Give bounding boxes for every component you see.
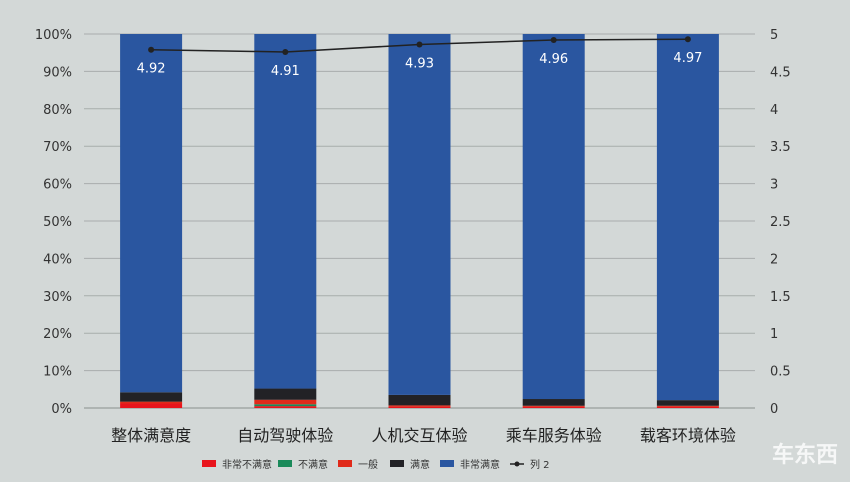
bar-segment — [254, 34, 317, 389]
data-label: 4.96 — [539, 52, 568, 67]
line-point — [148, 46, 155, 53]
bar-segment — [388, 34, 451, 395]
category-label: 自动驾驶体验 — [237, 426, 333, 445]
right-tick-label: 4.5 — [770, 65, 791, 80]
bar-segment — [120, 34, 183, 393]
score-line — [148, 36, 691, 55]
category-label: 人机交互体验 — [371, 426, 467, 445]
bar-segment — [120, 392, 183, 402]
legend-swatch — [278, 460, 292, 467]
bar-segment — [254, 404, 317, 407]
data-label: 4.93 — [405, 56, 434, 71]
right-tick-label: 3.5 — [770, 140, 791, 155]
right-tick-label: 2 — [770, 252, 778, 267]
legend-swatch — [440, 460, 454, 467]
left-tick-label: 40% — [43, 252, 72, 267]
legend-label: 满意 — [410, 458, 430, 471]
category-label: 载客环境体验 — [640, 426, 736, 445]
bar-stacks — [120, 34, 719, 408]
bar-segment — [656, 406, 719, 408]
left-tick-label: 100% — [35, 28, 72, 43]
bar-segment — [522, 34, 585, 400]
data-labels: 4.92 4.91 4.93 4.96 4.97 — [137, 51, 703, 79]
left-tick-label: 20% — [43, 327, 72, 342]
legend: 非常不满意 不满意 一般 满意 非常满意 列 2 — [202, 458, 550, 471]
line-point — [282, 48, 289, 55]
right-tick-label: 3 — [770, 178, 778, 193]
left-tick-label: 50% — [43, 215, 72, 230]
left-tick-label: 0% — [51, 402, 72, 417]
watermark-text: 车东西 — [772, 442, 838, 468]
category-label: 乘车服务体验 — [506, 426, 602, 445]
bar-segment — [388, 406, 451, 408]
legend-label: 不满意 — [298, 458, 328, 471]
left-tick-label: 10% — [43, 365, 72, 380]
line-point — [684, 36, 691, 43]
legend-label: 列 2 — [530, 458, 550, 471]
category-axis: 整体满意度 自动驾驶体验 人机交互体验 乘车服务体验 载客环境体验 — [111, 426, 736, 445]
legend-label: 一般 — [358, 458, 378, 471]
bar-segment — [656, 405, 719, 407]
left-tick-label: 80% — [43, 103, 72, 118]
bar-segment — [522, 399, 585, 406]
bar-segment — [254, 388, 317, 400]
bar-segment — [120, 403, 183, 408]
legend-swatch — [390, 460, 404, 467]
bar-segment — [254, 399, 317, 405]
data-label: 4.91 — [271, 64, 300, 79]
right-tick-label: 2.5 — [770, 215, 791, 230]
watermark-logo: 车东西 — [772, 442, 838, 468]
data-label: 4.97 — [673, 51, 702, 66]
bar-segment — [522, 406, 585, 408]
left-tick-label: 30% — [43, 290, 72, 305]
bar-segment — [254, 406, 317, 408]
right-tick-label: 1 — [770, 327, 778, 342]
bar-segment — [120, 401, 183, 404]
legend-line-marker — [514, 461, 520, 467]
bar-segment — [656, 400, 719, 406]
bar-segment — [388, 405, 451, 407]
bar-segment — [388, 394, 451, 406]
category-label: 整体满意度 — [111, 426, 191, 445]
left-tick-label: 70% — [43, 140, 72, 155]
right-axis: 0 0.5 1 1.5 2 2.5 3 3.5 4 4.5 5 — [770, 28, 791, 417]
left-tick-label: 60% — [43, 178, 72, 193]
legend-swatch — [202, 460, 216, 467]
legend-label: 非常满意 — [460, 458, 500, 471]
right-tick-label: 0 — [770, 402, 778, 417]
line-point — [550, 36, 557, 43]
left-tick-label: 90% — [43, 65, 72, 80]
line-point — [416, 41, 423, 48]
legend-label: 非常不满意 — [222, 458, 272, 471]
data-label: 4.92 — [137, 62, 166, 77]
bar-segment — [656, 34, 719, 401]
bar-segment — [522, 405, 585, 407]
right-tick-label: 5 — [770, 28, 778, 43]
right-tick-label: 1.5 — [770, 290, 791, 305]
left-axis: 0% 10% 20% 30% 40% 50% 60% 70% 80% 90% 100% — [35, 28, 72, 417]
right-tick-label: 0.5 — [770, 365, 791, 380]
legend-swatch — [338, 460, 352, 467]
right-tick-label: 4 — [770, 103, 778, 118]
